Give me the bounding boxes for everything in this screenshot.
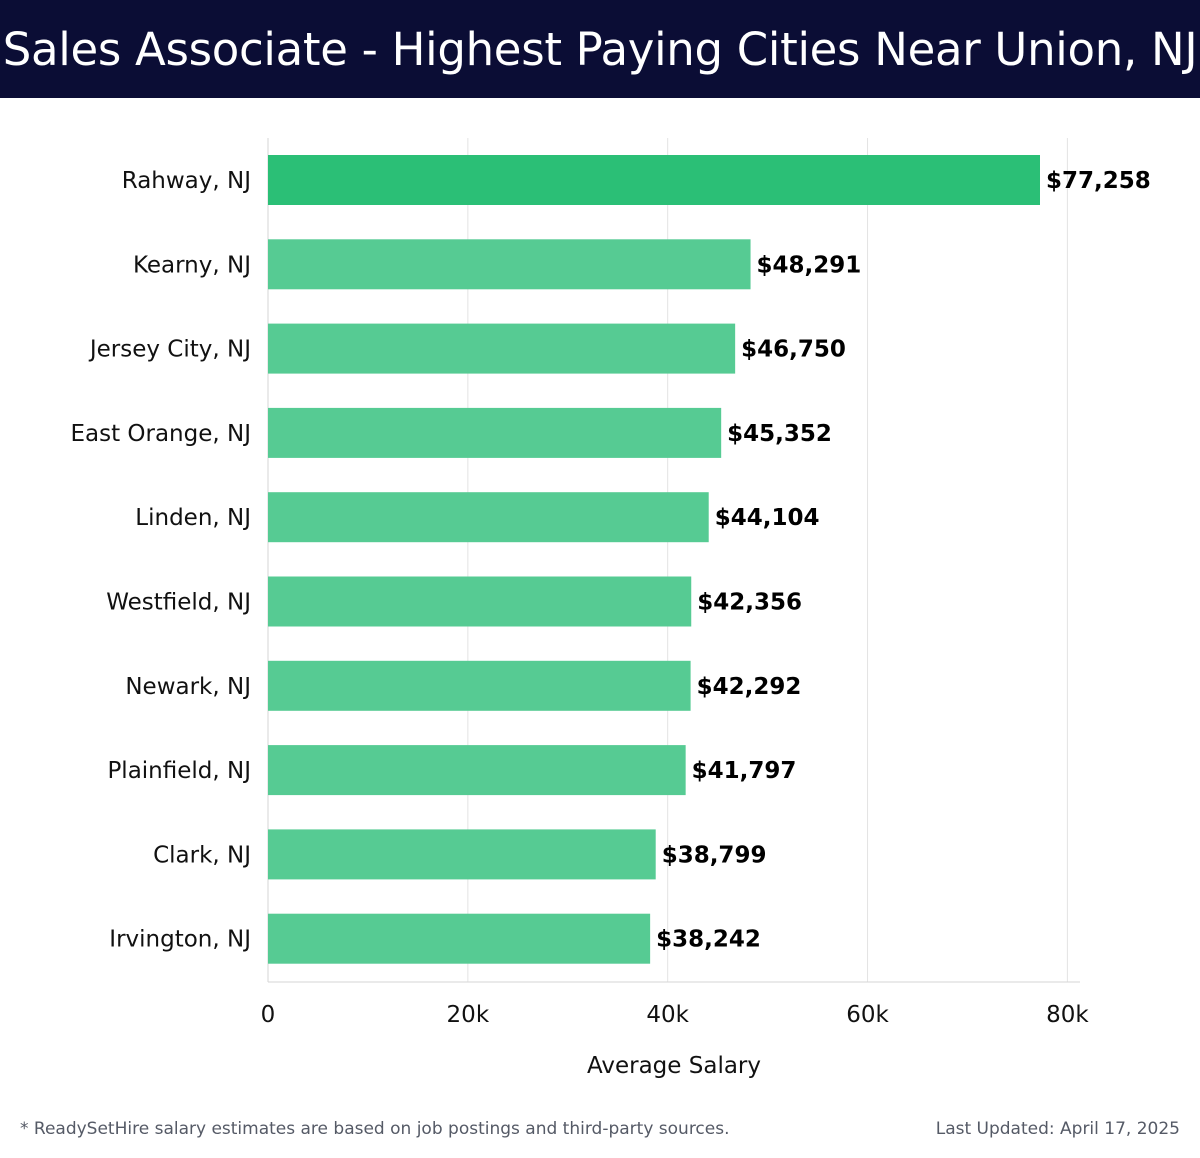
bar (268, 829, 656, 880)
bar (268, 155, 1041, 205)
category-label: Linden, NJ (135, 505, 251, 531)
value-label: $38,799 (662, 842, 767, 868)
x-tick-label: 40k (646, 1002, 689, 1028)
bar (268, 239, 751, 290)
value-label: $42,292 (697, 674, 802, 700)
value-label: $41,797 (692, 758, 797, 784)
salary-bar-chart: Rahway, NJ $77,258 Kearny, NJ $48,291 Jersey… (70, 138, 1151, 1079)
last-updated: Last Updated: April 17, 2025 (935, 1119, 1180, 1139)
value-label: $44,104 (715, 505, 820, 531)
category-label: Rahway, NJ (122, 168, 251, 194)
value-label: $48,291 (757, 252, 862, 278)
bar (268, 660, 691, 711)
category-label: Irvington, NJ (109, 927, 251, 953)
value-label: $77,258 (1046, 168, 1151, 194)
category-label: Plainfield, NJ (107, 758, 251, 784)
bar (268, 407, 722, 458)
bar (268, 745, 686, 796)
category-label: Jersey City, NJ (88, 337, 251, 363)
value-label: $46,750 (741, 337, 846, 363)
x-tick-label: 60k (846, 1002, 889, 1028)
value-label: $42,356 (697, 590, 802, 616)
value-label: $45,352 (727, 421, 832, 447)
category-label: Newark, NJ (125, 674, 251, 700)
chart-header: Sales Associate - Highest Paying Cities … (0, 0, 1200, 98)
x-tick-label: 80k (1046, 1002, 1089, 1028)
x-tick-label: 20k (447, 1002, 490, 1028)
category-label: East Orange, NJ (70, 421, 251, 447)
value-label: $38,242 (656, 927, 761, 953)
bar (268, 576, 692, 627)
category-label: Kearny, NJ (133, 252, 251, 278)
category-label: Clark, NJ (153, 842, 251, 868)
category-label: Westfield, NJ (106, 590, 251, 616)
bar (268, 913, 651, 964)
bar (268, 323, 736, 374)
chart-title: Sales Associate - Highest Paying Cities … (2, 22, 1198, 76)
x-tick-label: 0 (261, 1002, 276, 1028)
x-axis-label: Average Salary (587, 1053, 761, 1079)
footer-note: * ReadySetHire salary estimates are base… (20, 1119, 730, 1139)
bar (268, 492, 709, 543)
